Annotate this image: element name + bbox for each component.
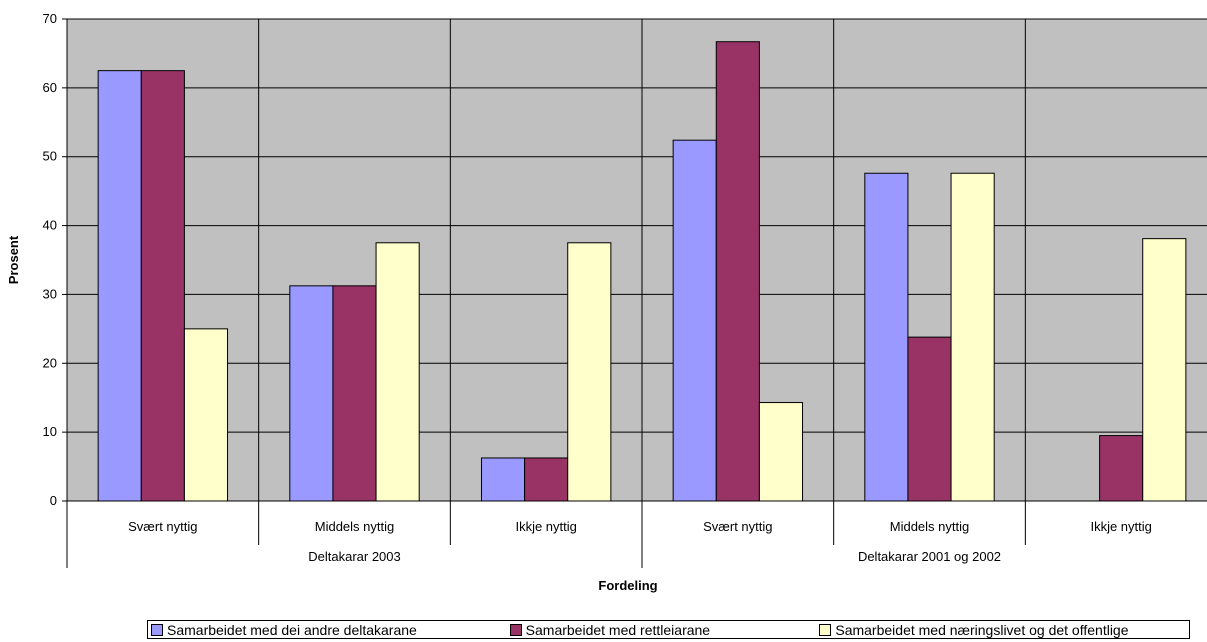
y-tick-label: 0: [50, 493, 57, 508]
bar: [1142, 238, 1187, 502]
bar: [1099, 435, 1144, 502]
x-tick-label: Svært nyttig: [128, 519, 197, 534]
bar: [950, 172, 995, 502]
x-group-label: Deltakarar 2003: [308, 549, 401, 564]
x-tick-label: Ikkje nyttig: [1090, 519, 1151, 534]
bar: [183, 328, 229, 502]
x-axis-title: Fordeling: [598, 578, 657, 593]
x-tick-label: Svært nyttig: [703, 519, 772, 534]
y-tick-label: 70: [43, 11, 57, 26]
y-tick-label: 50: [43, 149, 57, 164]
bar: [524, 457, 569, 502]
bar: [907, 336, 952, 502]
legend-label: Samarbeidet med rettleiarane: [525, 621, 711, 638]
legend-swatch: [819, 623, 832, 636]
bar: [715, 41, 760, 502]
y-axis-title: Prosent: [6, 235, 21, 284]
x-group-label: Deltakarar 2001 og 2002: [858, 549, 1001, 564]
plot-area: 0 10 20 30 40 50 60 70 Svært nyttig Middels nytti…: [43, 11, 1207, 568]
plot-background: [67, 19, 1207, 501]
bar: [480, 457, 526, 502]
legend-swatch: [509, 623, 522, 636]
x-tick-label: Middels nyttig: [890, 519, 969, 534]
bar: [672, 139, 717, 502]
bar: [758, 402, 804, 502]
y-tick-label: 10: [43, 424, 57, 439]
bar: [140, 70, 185, 502]
y-tick-label: 40: [43, 218, 57, 233]
x-tick-label: Ikkje nyttig: [515, 519, 576, 534]
bar: [332, 285, 377, 502]
chart-legend: Samarbeidet med dei andre deltakarane Sam…: [147, 620, 1190, 639]
y-tick-label: 20: [43, 355, 57, 370]
legend-item: Samarbeidet med dei andre deltakarane: [148, 622, 510, 638]
legend-swatch: [151, 623, 163, 636]
x-tick-label: Middels nyttig: [315, 519, 394, 534]
y-tick-label: 60: [43, 80, 57, 95]
bar: [567, 242, 612, 502]
bar: [289, 285, 334, 502]
bar: [97, 70, 142, 502]
legend-label: Samarbeidet med dei andre deltakarane: [167, 621, 417, 638]
legend-item: Samarbeidet med næringslivet og det offe…: [819, 622, 1189, 638]
legend-item: Samarbeidet med rettleiarane: [509, 621, 820, 638]
bar: [864, 172, 909, 502]
legend-label: Samarbeidet med næringslivet og det offe…: [835, 621, 1129, 638]
y-tick-label: 30: [43, 286, 57, 301]
bar: [375, 242, 420, 502]
bar-chart: 0 10 20 30 40 50 60 70 Svært nyttig Middels nytti…: [6, 11, 1207, 593]
